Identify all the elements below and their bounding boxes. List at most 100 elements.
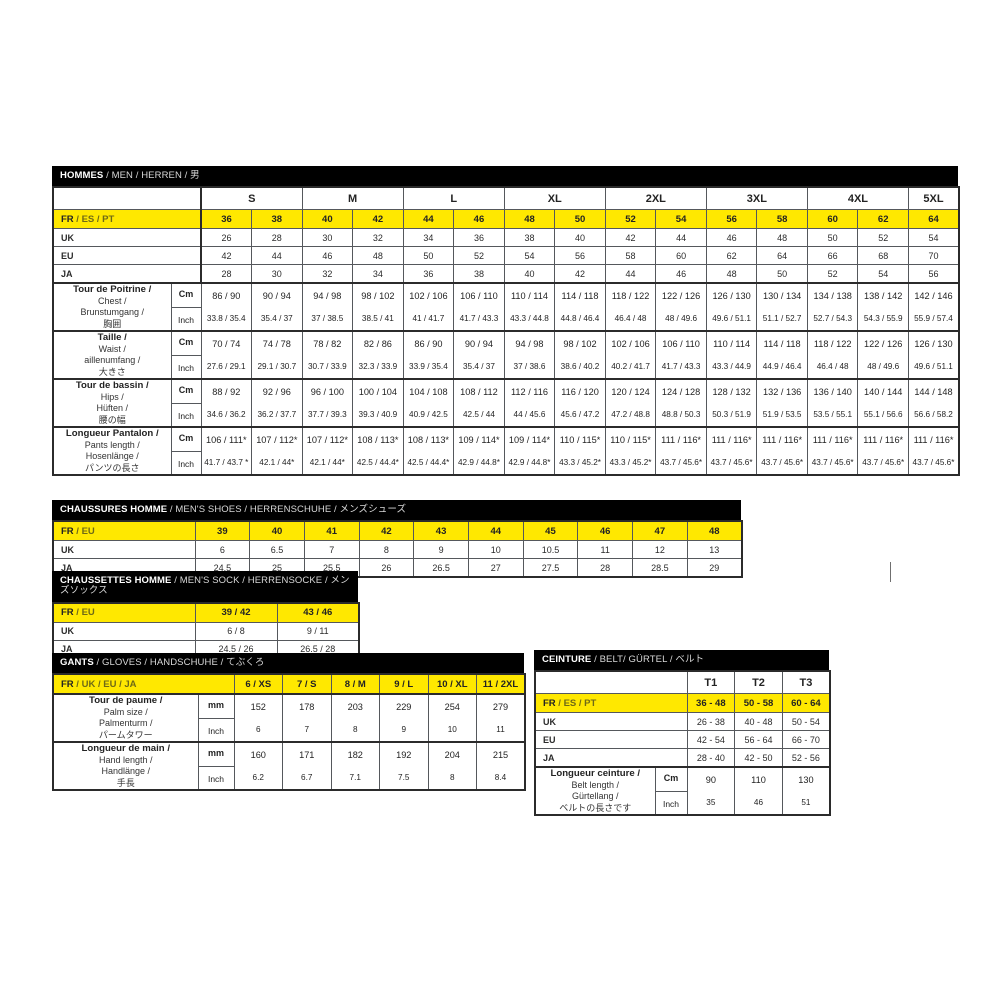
- men-cell: 42: [604, 228, 657, 248]
- men-row-label-main: UK: [61, 232, 74, 243]
- belt-group-blank: [534, 670, 688, 695]
- men-cell: 62: [705, 246, 758, 266]
- gloves-measurement-cell-inch: 7.5: [379, 766, 429, 792]
- men-size-group-m: M: [301, 186, 404, 211]
- men-row-fr: FR / ES / PT 36 38 40 42 44 46 48 50 52 54 56 58 60 62…: [52, 209, 960, 230]
- men-size-group-5xl: 5XL: [907, 186, 960, 211]
- men-cell: 36: [453, 228, 505, 248]
- men-unit-cm: Cm: [170, 378, 202, 404]
- men-measurement-cell-inch: 53.5 / 55.1: [806, 403, 859, 428]
- men-measurement-title: Tour de bassin /: [75, 380, 149, 392]
- men-size-group-4xl: 4XL: [806, 186, 909, 211]
- men-cell: 54: [503, 246, 556, 266]
- men-row-label: UK: [52, 228, 202, 248]
- shoes-cell: 28.5: [632, 558, 688, 578]
- belt-row-label: FR / ES / PT: [534, 693, 688, 714]
- men-measurement-cell-inch: 43.7 / 45.6*: [806, 451, 859, 477]
- belt-measurement-label: Longueur ceinture / Belt length / Gürtella…: [534, 766, 656, 816]
- socks-banner-rest: / MEN'S SOCK / HERRENSOCKE / メンズソックス: [60, 575, 350, 597]
- belt-row-label: JA: [534, 748, 688, 769]
- belt-cell: 42 - 54: [686, 730, 736, 750]
- men-unit-inch: Inch: [170, 450, 202, 477]
- men-measurement-cell-cm: 124 / 128: [655, 378, 707, 404]
- men-measurement-cell-inch: 42.9 / 44.8*: [453, 451, 505, 477]
- men-measurement-rows: Tour de Poitrine / Chest / Brunstumgang / 胸…: [52, 282, 960, 477]
- shoes-cell: 7: [303, 540, 360, 560]
- shoes-row-uk: UK 6 6.5 7 8 9 10 10.5 11 12 13: [52, 540, 743, 560]
- men-measurement-cell-inch: 42.5 / 44.4*: [352, 451, 404, 477]
- men-cell: 52: [857, 228, 909, 248]
- mens-shoes-table-panel: CHAUSSURES HOMME / MEN'S SHOES / HERRENS…: [52, 500, 743, 579]
- men-measurement-cell-cm: 144 / 148: [907, 378, 960, 404]
- gloves-unit-inch: Inch: [197, 765, 235, 792]
- men-size-group-3xl: 3XL: [705, 186, 808, 211]
- men-measurement-cell-cm: 111 / 116*: [806, 426, 859, 452]
- men-cell: 42: [200, 246, 253, 266]
- shoes-cell: 48: [686, 520, 743, 542]
- men-banner-main: HOMMES: [60, 170, 104, 181]
- men-measurement-row-cm: Tour de Poitrine / Chest / Brunstumgang / 胸…: [52, 282, 960, 332]
- shoes-cell: 45: [522, 520, 579, 542]
- men-measurement-label: Tour de bassin / Hips / Hüften / 腰の幅: [52, 378, 172, 428]
- men-unit-inch: Inch: [170, 306, 202, 332]
- gloves-header-label-main: FR: [61, 678, 74, 690]
- belt-size-group-row: T1 T2 T3: [534, 670, 831, 695]
- belt-row-label: UK: [534, 712, 688, 732]
- men-measurement-cell-inch: 38.6 / 40.2: [554, 355, 606, 380]
- socks-section-banner: CHAUSSETTES HOMME / MEN'S SOCK / HERRENS…: [52, 571, 358, 602]
- men-unit-cm: Cm: [170, 330, 202, 356]
- gloves-measurement-title: Tour de paume /: [89, 695, 163, 707]
- men-unit-cm: Cm: [170, 282, 202, 308]
- men-measurement-cell-cm: 88 / 92: [200, 378, 253, 404]
- men-cell: 52: [604, 209, 657, 230]
- belt-banner-main: CEINTURE: [542, 654, 592, 665]
- men-measurement-cell-inch: 43.7 / 45.6*: [705, 451, 758, 477]
- men-measurement-sub-1: aillenumfang /: [84, 355, 141, 366]
- shoes-row-label-main: UK: [61, 544, 74, 555]
- men-cell: 70: [907, 246, 960, 266]
- men-cell: 32: [301, 264, 354, 285]
- gloves-measurement-cell-mm: 182: [330, 741, 380, 767]
- men-measurement-cell-cm: 86 / 90: [402, 330, 455, 356]
- men-cell: 68: [857, 246, 909, 266]
- men-measurement-cell-cm: 114 / 118: [756, 330, 808, 356]
- shoes-cell: 41: [303, 520, 360, 542]
- belt-measurement-cell-inch: 35: [686, 791, 736, 817]
- men-measurement-cell-inch: 43.7 / 45.6*: [907, 451, 960, 477]
- shoes-banner-main: CHAUSSURES HOMME: [60, 504, 168, 515]
- men-measurement-row-cm: Taille / Waist / aillenumfang / 大きさ Cm 70 / 7…: [52, 330, 960, 380]
- gloves-measurement-cell-inch: 8.4: [476, 766, 526, 792]
- gloves-measurement-cell-mm: 254: [427, 693, 477, 719]
- gloves-measurement-sub-2: パームタワー: [98, 729, 153, 740]
- gloves-measurement-cell-mm: 279: [476, 693, 526, 719]
- gloves-header-label: FR / UK / EU / JA: [52, 673, 235, 695]
- gloves-unit-mm: mm: [197, 693, 235, 719]
- men-size-group-row: S M L XL 2XL 3XL 4XL 5XL: [52, 186, 960, 211]
- men-measurement-cell-cm: 82 / 86: [352, 330, 404, 356]
- belt-cell: 26 - 38: [686, 712, 736, 732]
- men-cell: 28: [251, 228, 303, 248]
- men-size-table: S M L XL 2XL 3XL 4XL 5XL FR / ES / PT 36 38 40 42 44…: [52, 186, 960, 477]
- men-cell: 46: [705, 228, 758, 248]
- belt-measurement-cell-cm: 90: [686, 766, 736, 792]
- men-measurement-cell-inch: 39.3 / 40.9: [352, 403, 404, 428]
- belt-size-group-t3: T3: [781, 670, 831, 695]
- men-measurement-sub-2: 大きさ: [98, 366, 126, 377]
- men-measurement-sub-1: Hüften /: [96, 403, 129, 414]
- men-measurement-cell-cm: 126 / 130: [907, 330, 960, 356]
- socks-row-label-main: JA: [61, 644, 73, 655]
- gloves-measurement-sub-0: Palm size /: [103, 706, 148, 717]
- belt-measurement-row-cm: Longueur ceinture / Belt length / Gürtella…: [534, 766, 831, 816]
- gloves-banner-main: GANTS: [60, 657, 94, 668]
- belt-measurement-sub-2: ベルトの長さです: [559, 802, 632, 813]
- belt-row-label: EU: [534, 730, 688, 750]
- men-measurement-cell-cm: 136 / 140: [806, 378, 859, 404]
- belt-row-label-main: FR: [543, 697, 556, 709]
- men-row-uk: UK 26 28 30 32 34 36 38 40 42 44 46 48 50 52 54: [52, 228, 960, 248]
- shoes-rows: FR / EU 39 40 41 42 43 44 45 46 47 48 UK 6 6.5 7 8 9 10 10…: [52, 520, 743, 578]
- men-measurement-cell-cm: 110 / 115*: [554, 426, 606, 452]
- gloves-measurement-sub-2: 手長: [116, 777, 135, 788]
